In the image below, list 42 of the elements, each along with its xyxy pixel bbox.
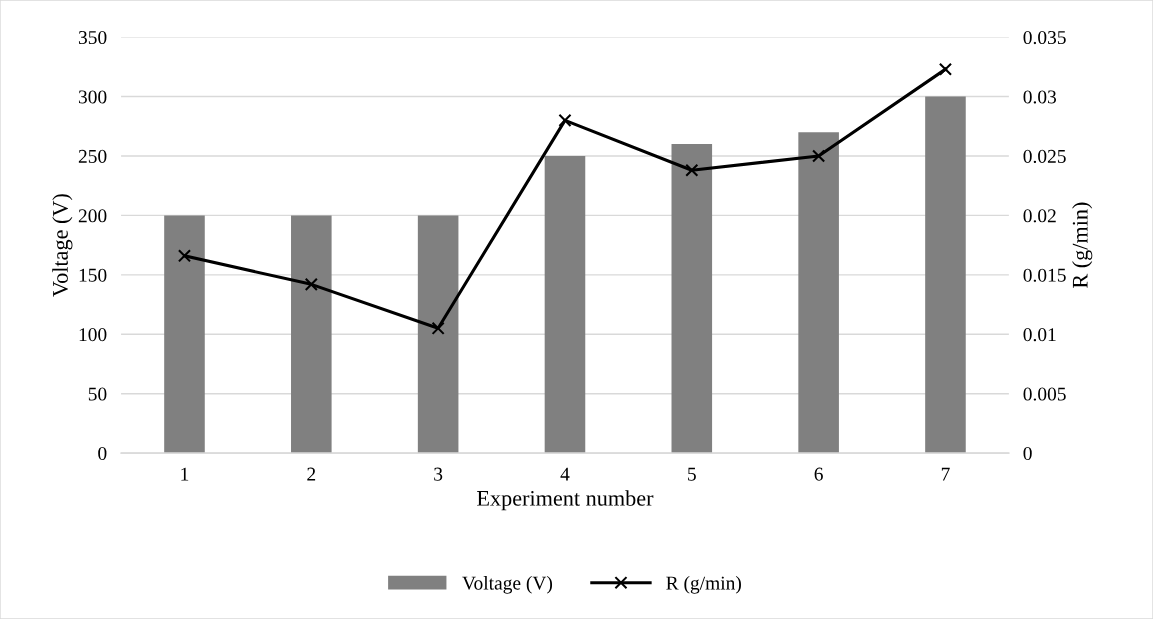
y2-tick-label: 0.01: [1023, 328, 1056, 342]
bar: [164, 215, 205, 454]
y2-tick-label: 0.035: [1023, 30, 1066, 45]
y2-tick-label: 0.025: [1023, 149, 1066, 164]
point: [304, 277, 318, 291]
x-tick-label: 6: [814, 467, 823, 481]
y-tick-label: 100: [79, 328, 107, 342]
point: [685, 163, 699, 177]
y-tick-label: 150: [79, 268, 107, 282]
y-tick-label: 350: [78, 30, 107, 45]
y2-tick-label: 0.015: [1023, 268, 1066, 282]
y2-tick-label: 0: [1023, 446, 1032, 461]
y2-axis-title: R (g/min): [1072, 202, 1093, 288]
x-tick-label: 4: [560, 467, 570, 481]
x-tick-label: 1: [181, 467, 189, 481]
y2-tick-label: 0.005: [1023, 387, 1066, 401]
y-tick-label: 50: [88, 387, 107, 401]
legend-label: Voltage (V): [462, 575, 553, 594]
point: [177, 249, 192, 263]
y-tick-label: 200: [78, 209, 107, 223]
x-axis-title: Experiment number: [477, 490, 654, 511]
x-tick-label: 2: [307, 467, 316, 481]
y2-tick-label: 0.03: [1023, 90, 1057, 104]
y-tick-label: 300: [78, 90, 107, 104]
point: [938, 62, 953, 76]
y2-tick-label: 0.02: [1023, 209, 1056, 223]
bar: [291, 215, 332, 454]
bar: [798, 132, 839, 454]
bar: [671, 144, 713, 454]
x-tick-label: 7: [941, 467, 950, 481]
bar: [925, 96, 966, 454]
bar: [544, 155, 586, 454]
bar: [417, 215, 459, 454]
y-tick-label: 0: [98, 446, 107, 461]
point: [812, 149, 826, 163]
x-tick-label: 5: [688, 467, 696, 481]
point: [431, 321, 445, 335]
point: [558, 113, 572, 127]
legend-label: R (g/min): [666, 575, 741, 594]
y-axis-title: Voltage (V): [52, 194, 73, 297]
y-tick-label: 250: [78, 149, 107, 163]
x-tick-label: 3: [434, 467, 443, 481]
